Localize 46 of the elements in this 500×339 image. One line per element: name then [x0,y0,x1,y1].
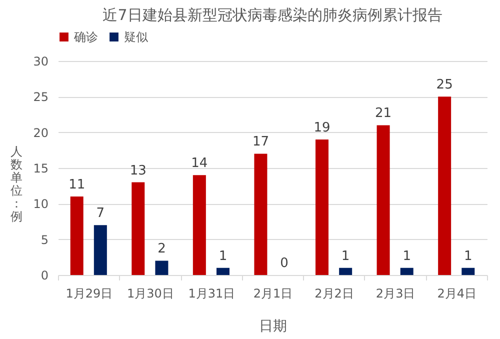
legend-label: 疑似 [124,30,148,44]
data-label: 7 [96,206,105,222]
x-tick-label: 2月2日 [314,286,354,300]
bar [339,268,352,275]
data-label: 1 [341,248,350,264]
x-tick-label: 1月29日 [66,286,113,300]
data-label: 13 [130,163,146,178]
y-tick-label: 25 [33,90,48,104]
y-tick-label: 10 [33,197,48,212]
data-label: 0 [280,256,288,271]
bar [316,139,328,275]
bar [192,175,206,275]
data-label: 1 [464,248,472,264]
bar [462,268,475,275]
bar [70,196,84,275]
legend-label: 确诊 [73,30,98,44]
x-tick-label: 2月3日 [376,286,416,300]
data-label: 2 [158,242,166,257]
bar [216,268,230,275]
bar [438,96,452,275]
data-label: 17 [252,134,269,150]
bar [155,260,168,275]
data-label: 1 [402,248,411,264]
x-axis-title: 日期 [259,318,287,334]
x-tick-label: 1月30日 [126,286,174,300]
chart-title: 近7日建始县新型冠状病毒感染的肺炎病例累计报告 [102,6,442,24]
data-label: 11 [68,178,86,193]
data-label: 1 [218,248,228,264]
bar [376,125,390,275]
bar [400,268,414,275]
x-tick-label: 2月1日 [253,286,293,300]
data-label: 25 [436,78,453,93]
y-tick-label: 15 [33,162,48,176]
y-tick-label: 5 [40,232,48,247]
y-tick-label: 0 [40,268,48,282]
y-tick-label: 20 [33,126,48,140]
y-axis-title: 人数单位：例 [10,144,22,224]
x-tick-label: 2月4日 [437,286,476,300]
x-tick-label: 1月31日 [188,286,236,300]
y-tick-label: 30 [33,54,48,68]
data-label: 14 [191,156,208,172]
bar [254,154,268,275]
bar [132,182,145,275]
data-label: 21 [375,106,392,122]
bar [94,225,107,275]
data-label: 19 [314,120,330,136]
